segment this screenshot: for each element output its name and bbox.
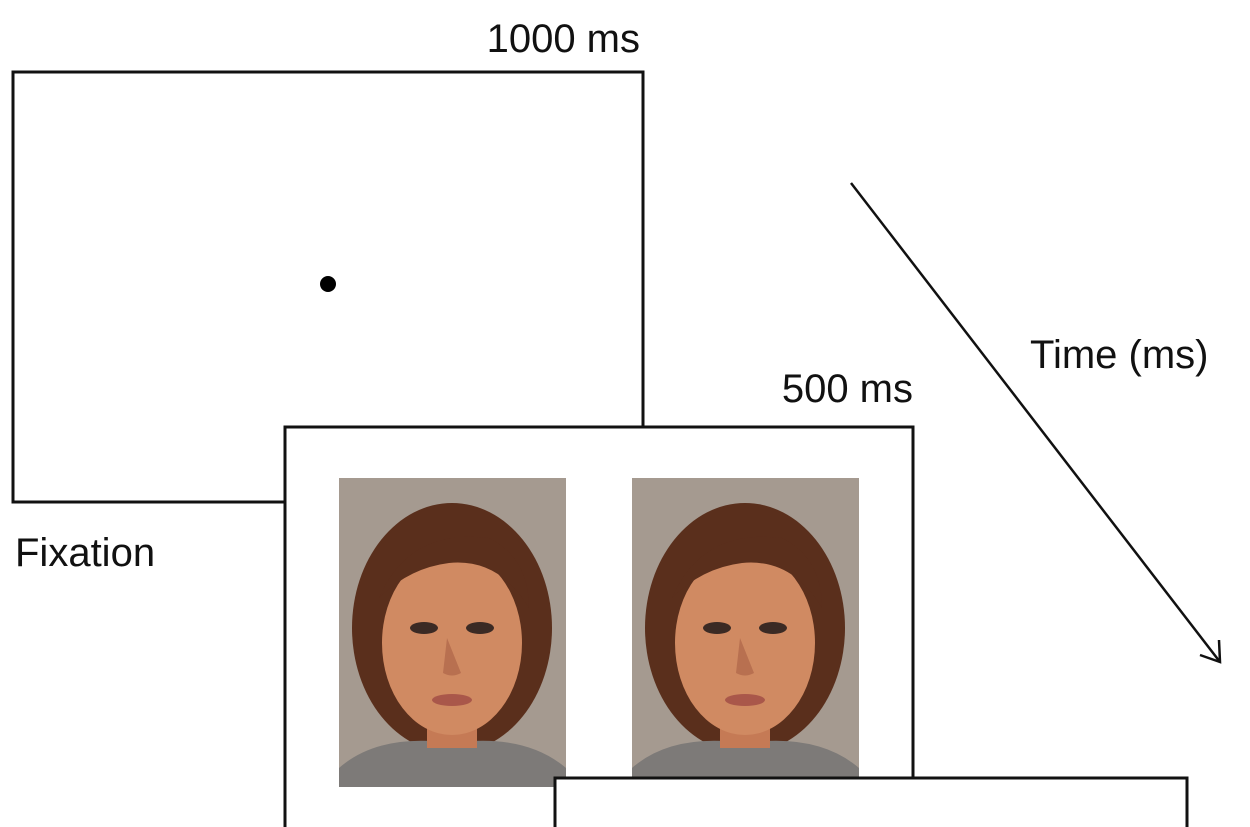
axis-label: Time (ms): [1030, 333, 1208, 377]
face-photo-sad: [632, 478, 859, 787]
face-photo-neutral: [339, 478, 566, 787]
frame-label: Fixation: [15, 531, 155, 575]
fixation-dot: [320, 276, 336, 292]
diagram: 1000 ms Fixation 500 ms Time (ms): [0, 0, 1250, 827]
face-frame: 500 ms: [285, 367, 913, 827]
duration-label: 500 ms: [782, 367, 913, 411]
duration-label: 1000 ms: [487, 17, 640, 61]
next-frame: [555, 778, 1187, 827]
